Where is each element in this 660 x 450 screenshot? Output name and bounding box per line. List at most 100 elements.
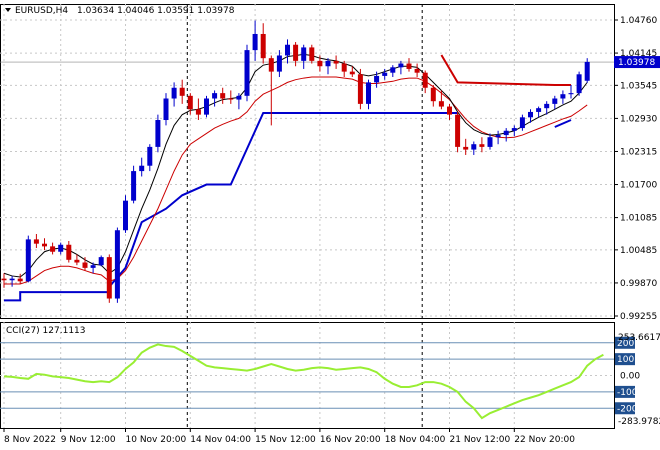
time-tick-label: 9 Nov 12:00 <box>61 435 116 445</box>
symbol-label: EURUSD,H4 <box>15 6 68 16</box>
candle-body <box>163 98 169 121</box>
candle-body <box>114 230 120 299</box>
candle-body <box>552 98 558 104</box>
candle-body <box>471 144 477 150</box>
price-tick-label: 1.00485 <box>620 246 657 256</box>
price-tick-label: 1.01700 <box>620 181 657 191</box>
candle-body <box>325 60 331 67</box>
price-tick-label: 0.99870 <box>620 279 657 289</box>
candle-body <box>155 120 161 147</box>
candle-body <box>204 98 209 115</box>
candle-body <box>228 98 234 100</box>
candle-body <box>260 33 266 59</box>
candle-body <box>487 137 493 147</box>
cci-grid <box>0 322 615 429</box>
candle-body <box>33 239 39 244</box>
candle-body <box>455 114 461 147</box>
candle-body <box>366 82 371 104</box>
ma-fast-line <box>3 53 588 278</box>
ma-slow-line <box>4 76 588 285</box>
candle-body <box>495 135 501 138</box>
support-segment <box>554 119 572 128</box>
price-tick-label: 0.99255 <box>620 312 657 322</box>
candle-body <box>333 60 339 64</box>
candle-body <box>98 257 104 266</box>
candle-body <box>147 146 153 166</box>
candle-body <box>414 68 420 73</box>
cci-line <box>3 343 604 420</box>
candle-body <box>341 63 347 72</box>
candle-body <box>584 61 590 81</box>
candle-body <box>9 278 15 281</box>
candle-body <box>268 58 274 72</box>
candle-body <box>139 165 145 172</box>
candle-body <box>349 71 355 75</box>
candle-body <box>195 109 201 115</box>
ohlc-values: 1.03634 1.04046 1.03591 1.03978 <box>77 6 235 16</box>
price-tick-label: 1.02315 <box>620 147 657 157</box>
candle-body <box>82 262 88 268</box>
collapse-triangle-icon[interactable] <box>5 8 11 12</box>
support-resistance-lines <box>4 54 572 302</box>
candle-body <box>479 144 485 147</box>
candle-body <box>309 47 315 61</box>
candle-body <box>398 63 404 68</box>
candle-body <box>252 33 258 51</box>
candle-body <box>171 87 177 99</box>
candle-body <box>131 171 137 201</box>
candle-body <box>301 47 307 61</box>
time-tick-label: 14 Nov 04:00 <box>190 435 251 445</box>
time-tick-label: 8 Nov 2022 <box>4 435 56 445</box>
candle-body <box>220 93 226 99</box>
candle-body <box>406 63 412 69</box>
candle-body <box>544 103 550 109</box>
candle-body <box>58 244 64 252</box>
cci-level-label: 100 <box>617 355 634 365</box>
price-tick-label: 1.04760 <box>620 16 657 26</box>
cci-plot <box>3 343 604 420</box>
candle-body <box>244 50 250 96</box>
candle-body <box>212 93 218 99</box>
cci-level-tag <box>615 385 635 398</box>
candle-body <box>374 75 380 83</box>
candle-body <box>528 111 533 118</box>
candle-body <box>438 101 444 107</box>
candle-body <box>430 87 436 102</box>
candle-body <box>357 74 363 104</box>
candle-body <box>1 278 7 281</box>
candle-body <box>66 244 72 260</box>
time-tick-label: 18 Nov 04:00 <box>385 435 446 445</box>
cci-level-tag <box>615 336 635 349</box>
time-tick-label: 22 Nov 20:00 <box>514 435 575 445</box>
candle-body <box>236 95 242 100</box>
candle-body <box>382 72 388 76</box>
candle-body <box>503 130 509 136</box>
candle-body <box>187 95 193 110</box>
time-tick-label: 15 Nov 12:00 <box>255 435 316 445</box>
candle-body <box>276 55 282 72</box>
candle-body <box>42 243 47 247</box>
support-line <box>4 112 458 302</box>
candle-body <box>568 93 574 95</box>
price-tick-label: 1.04145 <box>620 49 657 59</box>
candle-body <box>560 94 566 99</box>
cci-level-tag <box>615 402 635 415</box>
candle-body <box>285 44 290 56</box>
candle-body <box>576 74 582 94</box>
cci-panel-frame <box>0 322 615 429</box>
main-panel-frame <box>0 4 615 319</box>
candle-body <box>511 128 517 131</box>
candle-body <box>317 60 323 67</box>
candle-body <box>179 87 185 96</box>
main-grid <box>0 4 615 319</box>
cci-level-tag <box>615 353 635 366</box>
price-tick-label: 1.01085 <box>620 214 657 224</box>
candle-body <box>293 44 299 61</box>
cci-label: CCI(27) 127.1113 <box>6 326 86 336</box>
candle-body <box>50 246 56 252</box>
candle-body <box>106 257 112 299</box>
price-tick-label: 1.02930 <box>620 114 657 124</box>
cci-axis: 200 100 0.00 -100 -200 253.6617 -283.9782 <box>615 333 660 427</box>
candle-body <box>536 108 542 112</box>
